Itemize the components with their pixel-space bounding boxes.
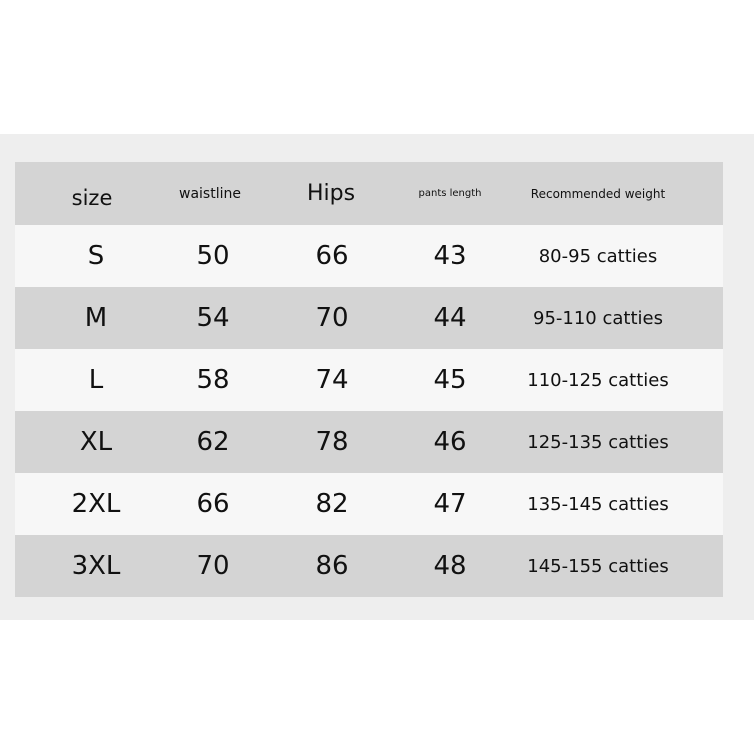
table-row: L 58 74 45 110-125 catties	[15, 349, 723, 411]
cell-hips: 78	[315, 427, 349, 457]
cell-pants-length: 43	[433, 241, 467, 271]
size-chart-table: size waistline Hips pants length Recomme…	[15, 162, 723, 597]
cell-hips: 74	[315, 365, 349, 395]
cell-waistline: 62	[196, 427, 230, 457]
cell-size: 2XL	[71, 489, 121, 519]
cell-size: M	[84, 303, 108, 333]
header-pants-length: pants length	[418, 188, 482, 199]
header-waistline: waistline	[179, 185, 241, 202]
table-row: 2XL 66 82 47 135-145 catties	[15, 473, 723, 535]
cell-pants-length: 47	[433, 489, 467, 519]
table-row: XL 62 78 46 125-135 catties	[15, 411, 723, 473]
header-hips: Hips	[306, 181, 356, 206]
cell-size: L	[88, 365, 104, 395]
cell-waistline: 58	[196, 365, 230, 395]
table-row: S 50 66 43 80-95 catties	[15, 225, 723, 287]
cell-recommended-weight: 125-135 catties	[527, 431, 669, 453]
cell-size: S	[87, 241, 105, 271]
cell-hips: 86	[315, 551, 349, 581]
cell-waistline: 50	[196, 241, 230, 271]
cell-pants-length: 44	[433, 303, 467, 333]
header-recommended-weight: Recommended weight	[530, 186, 666, 201]
table-row: M 54 70 44 95-110 catties	[15, 287, 723, 349]
header-size: size	[71, 185, 113, 210]
cell-hips: 82	[315, 489, 349, 519]
cell-size: 3XL	[71, 551, 121, 581]
table-row: 3XL 70 86 48 145-155 catties	[15, 535, 723, 597]
cell-recommended-weight: 95-110 catties	[533, 307, 663, 329]
cell-recommended-weight: 80-95 catties	[538, 245, 658, 267]
cell-recommended-weight: 110-125 catties	[527, 369, 669, 391]
cell-waistline: 70	[196, 551, 230, 581]
cell-hips: 66	[315, 241, 349, 271]
cell-recommended-weight: 135-145 catties	[527, 493, 669, 515]
cell-pants-length: 45	[433, 365, 467, 395]
cell-size: XL	[79, 427, 113, 457]
cell-waistline: 54	[196, 303, 230, 333]
cell-waistline: 66	[196, 489, 230, 519]
header-row: size waistline Hips pants length Recomme…	[15, 162, 723, 225]
cell-pants-length: 48	[433, 551, 467, 581]
cell-recommended-weight: 145-155 catties	[527, 555, 669, 577]
cell-pants-length: 46	[433, 427, 467, 457]
cell-hips: 70	[315, 303, 349, 333]
